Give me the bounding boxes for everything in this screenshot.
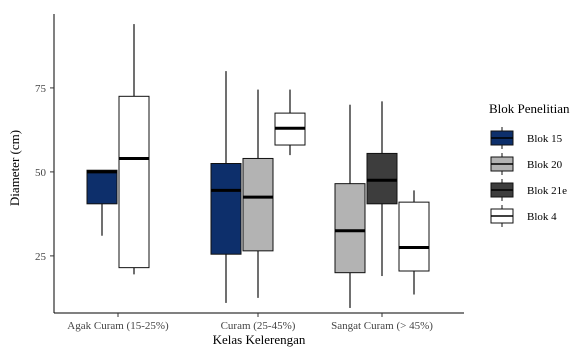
- box-blok-20: [242, 89, 274, 298]
- x-tick-label: Sangat Curam (> 45%): [331, 320, 433, 332]
- legend-item: Blok 21e: [490, 179, 567, 201]
- plot-area: [86, 24, 430, 308]
- y-axis-ticks: 25 50 75: [35, 83, 54, 263]
- y-tick-label: 50: [35, 167, 47, 179]
- legend-label: Blok 15: [527, 133, 563, 145]
- legend-item: Blok 15: [490, 127, 563, 149]
- legend: Blok Penelitian Blok 15 Blok 20 Blok 21e Bl…: [489, 101, 570, 227]
- legend-label: Blok 20: [527, 159, 563, 171]
- x-axis-title: Kelas Kelerengan: [213, 332, 306, 347]
- box-body: [242, 157, 274, 252]
- box-body: [118, 95, 150, 269]
- box-body: [334, 183, 366, 274]
- legend-label: Blok 4: [527, 211, 557, 223]
- box-blok-21e: [366, 101, 398, 277]
- box-blok-15: [210, 71, 242, 303]
- box-blok-4: [118, 24, 150, 275]
- legend-item: Blok 4: [490, 205, 557, 227]
- x-axis-ticks: Agak Curam (15-25%) Curam (25-45%) Sangat …: [67, 313, 433, 332]
- legend-label: Blok 21e: [527, 185, 567, 197]
- box-blok-4: [398, 190, 430, 295]
- y-axis-title: Diameter (cm): [7, 130, 22, 206]
- box-body: [366, 152, 398, 205]
- y-tick-label: 75: [35, 83, 47, 95]
- x-tick-label: Agak Curam (15-25%): [67, 320, 169, 332]
- box-blok-15: [86, 169, 118, 236]
- box-blok-20: [334, 104, 366, 308]
- box-blok-4: [274, 89, 306, 156]
- legend-title: Blok Penelitian: [489, 101, 570, 116]
- y-tick-label: 25: [35, 251, 47, 263]
- x-tick-label: Curam (25-45%): [221, 320, 296, 332]
- legend-item: Blok 20: [490, 153, 563, 175]
- box-body: [398, 201, 430, 272]
- box-body: [210, 163, 242, 255]
- box-body: [86, 169, 118, 205]
